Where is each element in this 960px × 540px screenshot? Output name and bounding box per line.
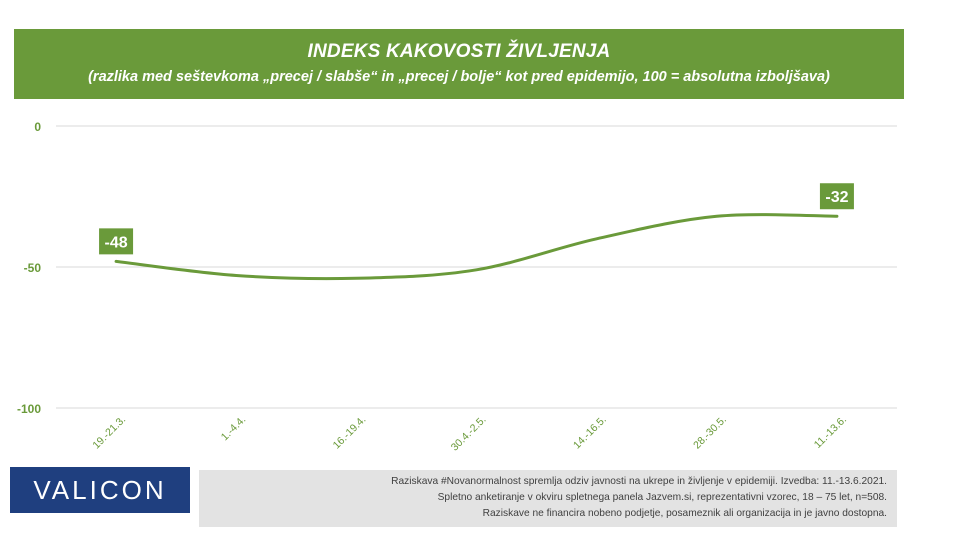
footnote-line-3: Raziskave ne financira nobeno podjetje, … xyxy=(482,508,887,519)
valicon-logo: VALICON xyxy=(10,467,190,513)
chart-title: INDEKS KAKOVOSTI ŽIVLJENJA xyxy=(307,41,611,62)
chart-header: INDEKS KAKOVOSTI ŽIVLJENJA (razlika med … xyxy=(14,29,904,99)
x-tick-label: 19.-21.3. xyxy=(90,414,128,452)
data-label-bg xyxy=(819,183,854,210)
series-line xyxy=(114,213,839,281)
footnote: Raziskava #Novanormalnost spremlja odziv… xyxy=(199,470,897,527)
x-tick-label: 16.-19.4. xyxy=(331,414,369,452)
x-tick-label: 14.-16.5. xyxy=(571,414,609,452)
data-label: -48 xyxy=(105,234,128,251)
data-label: -32 xyxy=(825,189,848,206)
y-tick-label: 0 xyxy=(34,120,41,134)
x-tick-label: 28.-30.5. xyxy=(691,414,729,452)
x-tick-label: 30.4.-2.5. xyxy=(449,414,489,454)
x-tick-label: 11.-13.6. xyxy=(812,414,849,451)
footnote-line-1: Raziskava #Novanormalnost spremlja odziv… xyxy=(391,476,887,487)
y-tick-label: -100 xyxy=(17,402,41,416)
y-tick-label: -50 xyxy=(24,261,42,275)
data-label-bg xyxy=(99,228,134,255)
x-tick-label: 1.-4.4. xyxy=(219,414,249,444)
chart-subtitle: (razlika med seštevkoma „precej / slabše… xyxy=(88,69,830,85)
footnote-line-2: Spletno anketiranje v okviru spletnega p… xyxy=(437,492,887,503)
